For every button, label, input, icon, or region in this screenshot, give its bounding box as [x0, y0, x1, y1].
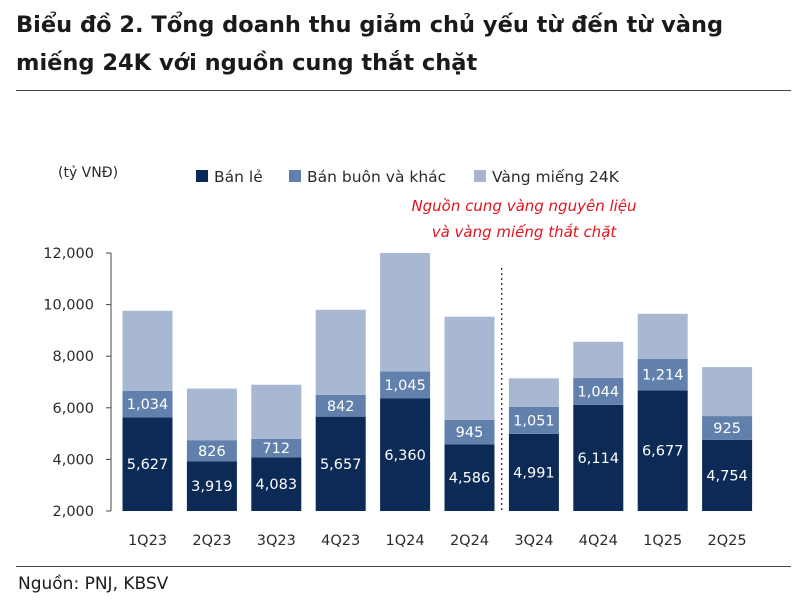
- bottom-rule: [16, 566, 791, 567]
- legend-swatch: [196, 170, 208, 182]
- y-tick-label: 2,000: [52, 504, 94, 520]
- bar-segment: [315, 309, 366, 395]
- bar-segment: [444, 444, 495, 511]
- data-label: 4,991: [513, 465, 555, 481]
- data-label: 5,627: [127, 457, 169, 473]
- x-tick-label: 1Q25: [643, 533, 682, 549]
- data-label: 3,919: [191, 479, 233, 495]
- legend-label: Bán lẻ: [214, 168, 263, 186]
- bar-segment: [702, 439, 753, 511]
- y-tick-label: 8,000: [52, 349, 94, 365]
- bar-segment: [508, 406, 559, 434]
- data-label: 945: [456, 425, 484, 441]
- y-tick-label: 4,000: [52, 452, 94, 468]
- y-tick-label: 6,000: [52, 401, 94, 417]
- bar-segment: [380, 253, 431, 372]
- top-rule: [16, 90, 791, 91]
- bar-segment: [444, 316, 495, 420]
- bar-segment: [573, 404, 624, 511]
- x-tick-label: 4Q24: [579, 533, 618, 549]
- legend-label: Vàng miếng 24K: [492, 168, 620, 186]
- data-label: 1,051: [513, 413, 555, 429]
- data-label: 4,083: [256, 477, 298, 493]
- chart-title-line-2: miếng 24K với nguồn cung thắt chặt: [16, 50, 478, 76]
- bar-segment: [573, 341, 624, 378]
- legend-label: Bán buôn và khác: [307, 168, 446, 186]
- annotation-text: Nguồn cung vàng nguyên liệu: [411, 197, 636, 215]
- x-tick-label: 2Q25: [708, 533, 747, 549]
- source-note: Nguồn: PNJ, KBSV: [18, 574, 169, 594]
- bar-segment: [122, 417, 173, 511]
- x-tick-label: 3Q23: [257, 533, 296, 549]
- bar-segment: [573, 377, 624, 405]
- x-tick-label: 4Q23: [321, 533, 360, 549]
- data-label: 1,034: [127, 397, 169, 413]
- bar-segment: [315, 394, 366, 417]
- data-label: 1,044: [578, 384, 620, 400]
- x-tick-label: 2Q23: [192, 533, 231, 549]
- bar-segment: [122, 390, 173, 418]
- data-label: 4,586: [449, 471, 491, 487]
- data-label: 712: [262, 441, 290, 457]
- data-label: 925: [713, 421, 741, 437]
- data-label: 842: [327, 399, 355, 415]
- x-tick-label: 2Q24: [450, 533, 489, 549]
- chart-title-line-1: Biểu đồ 2. Tổng doanh thu giảm chủ yếu t…: [16, 12, 724, 38]
- bar-segment: [251, 457, 302, 511]
- bar-segment: [508, 433, 559, 511]
- data-label: 826: [198, 444, 226, 460]
- data-label: 1,214: [642, 368, 684, 384]
- legend-swatch: [289, 170, 301, 182]
- annotation-text: và vàng miếng thắt chặt: [432, 223, 618, 241]
- bar-segment: [380, 398, 431, 511]
- unit-label: (tỷ VNĐ): [58, 165, 118, 181]
- bar-segment: [251, 438, 302, 458]
- bar-segment: [444, 419, 495, 445]
- data-label: 5,657: [320, 457, 362, 473]
- data-label: 6,677: [642, 444, 684, 460]
- data-label: 6,360: [384, 448, 426, 464]
- bar-segment: [122, 310, 173, 391]
- bar-segment: [380, 371, 431, 399]
- bar-segment: [637, 313, 688, 360]
- data-label: 6,114: [578, 451, 620, 467]
- bar-segment: [508, 378, 559, 407]
- x-tick-label: 1Q23: [128, 533, 167, 549]
- bar-segment: [315, 416, 366, 511]
- data-label: 1,045: [384, 378, 426, 394]
- bar-segment: [637, 359, 688, 391]
- bar-segment: [186, 461, 237, 511]
- bar-segment: [702, 416, 753, 440]
- bar-segment: [702, 367, 753, 417]
- x-tick-label: 3Q24: [514, 533, 553, 549]
- bar-segment: [186, 388, 237, 441]
- y-tick-label: 12,000: [43, 246, 94, 262]
- bar-segment: [251, 384, 302, 439]
- x-tick-label: 1Q24: [386, 533, 425, 549]
- data-label: 4,754: [706, 468, 748, 484]
- bar-segment: [186, 440, 237, 462]
- chart-title: Biểu đồ 2. Tổng doanh thu giảm chủ yếu t…: [16, 6, 791, 82]
- legend-swatch: [474, 170, 486, 182]
- bar-segment: [637, 390, 688, 511]
- y-tick-label: 10,000: [43, 298, 94, 314]
